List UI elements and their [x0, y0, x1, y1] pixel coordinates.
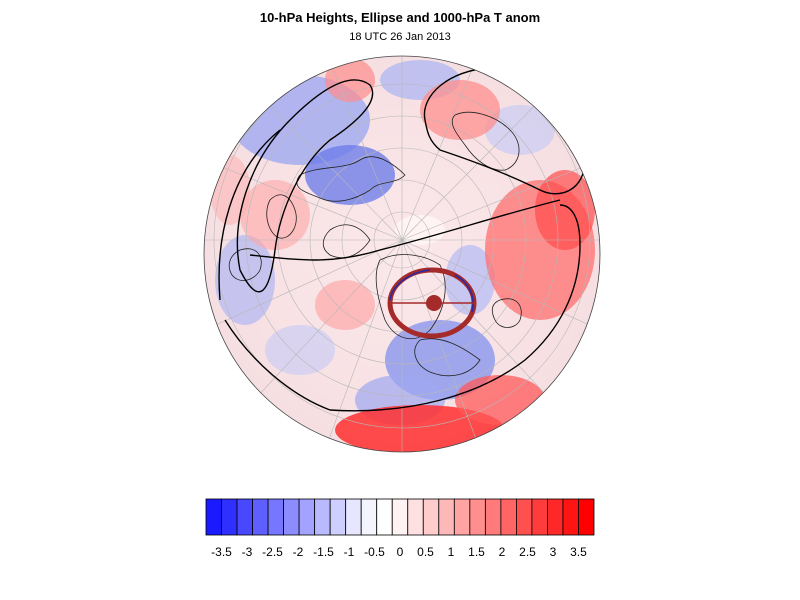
- colorbar-tick-label: -3: [241, 545, 253, 559]
- colorbar-swatch: [500, 498, 517, 536]
- colorbar-swatch: [469, 498, 486, 536]
- colorbar-swatch: [531, 498, 548, 536]
- colorbar-tick-label: 3.5: [570, 545, 587, 559]
- colorbar-tick-label: 0: [396, 545, 404, 559]
- colorbar-labels: -3.5 -3 -2.5 -2 -1.5 -1 -0.5 0 0.5 1 1.5 2 2.5 3 3.5: [0, 545, 800, 565]
- colorbar-swatch: [283, 498, 300, 536]
- height-contours: [218, 67, 586, 412]
- colorbar-swatch: [298, 498, 316, 536]
- colorbar-tick-label: -2.5: [262, 545, 283, 559]
- colorbar-swatch: [515, 498, 533, 536]
- colorbar-swatch: [453, 498, 471, 536]
- colorbar-swatch: [252, 498, 269, 536]
- colorbar-tick-label: -1: [343, 545, 355, 559]
- colorbar-swatch: [205, 498, 222, 536]
- colorbar-swatch: [562, 498, 579, 536]
- colorbar-tick-label: -1.5: [313, 545, 334, 559]
- colorbar-swatch: [438, 498, 455, 536]
- colorbar-swatch: [267, 498, 285, 536]
- colorbar-tick-label: -3.5: [211, 545, 232, 559]
- colorbar-tick-label: 0.5: [417, 545, 434, 559]
- colorbar-swatch: [376, 498, 393, 536]
- colorbar-swatch: [329, 498, 347, 536]
- plot-title: 10-hPa Heights, Ellipse and 1000-hPa T a…: [259, 10, 541, 25]
- colorbar-swatch: [360, 498, 378, 536]
- colorbar-tick-label: -2: [292, 545, 304, 559]
- polar-map: [203, 55, 601, 453]
- colorbar-swatch: [391, 498, 409, 536]
- vortex-ellipse: [387, 267, 477, 339]
- colorbar-swatch: [345, 498, 362, 536]
- coastlines: [228, 111, 522, 377]
- colorbar-tick-label: 1.5: [468, 545, 485, 559]
- colorbar-tick-label: 2: [498, 545, 506, 559]
- colorbar-swatch: [422, 498, 440, 536]
- colorbar-swatch: [221, 498, 238, 536]
- colorbar-tick-label: 1: [447, 545, 455, 559]
- colorbar-tick-label: -0.5: [364, 545, 385, 559]
- ellipse-center-marker: [426, 295, 442, 311]
- colorbar-tick-label: 2.5: [519, 545, 536, 559]
- colorbar-tick-label: 3: [549, 545, 557, 559]
- colorbar: [205, 498, 595, 536]
- colorbar-swatch: [484, 498, 502, 536]
- colorbar-swatch: [407, 498, 424, 536]
- colorbar-swatch: [578, 498, 595, 536]
- globe-outline: [203, 55, 601, 453]
- colorbar-swatch: [236, 498, 253, 536]
- colorbar-swatch: [314, 498, 331, 536]
- colorbar-swatch: [547, 498, 564, 536]
- plot-subtitle: 18 UTC 26 Jan 2013: [349, 31, 451, 43]
